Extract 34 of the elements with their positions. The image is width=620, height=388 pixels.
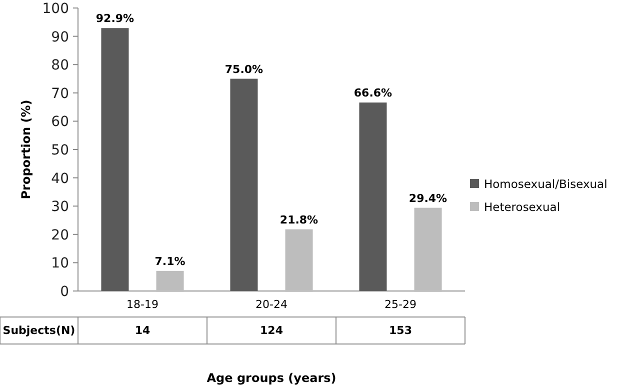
y-tick-label: 0 <box>60 284 69 300</box>
text: Subjects(N) <box>2 324 76 337</box>
bar <box>230 78 258 291</box>
y-tick-label: 80 <box>51 58 69 74</box>
x-tick-label: 25-29 <box>384 298 416 311</box>
x-axis-title: Age groups (years) <box>206 371 336 385</box>
y-axis-title: Proportion (%) <box>19 100 33 200</box>
text: 14 <box>134 324 150 337</box>
legend-label: Homosexual/Bisexual <box>484 177 608 191</box>
y-tick-label: 60 <box>51 114 69 130</box>
y-tick-label: 70 <box>51 86 69 102</box>
data-label: 92.9% <box>96 12 134 26</box>
y-tick-label: 20 <box>51 227 69 244</box>
bar <box>101 28 129 291</box>
bar <box>285 229 313 291</box>
y-tick-label: 10 <box>51 256 69 272</box>
y-tick-label: 50 <box>51 142 69 158</box>
data-label: 75.0% <box>224 62 264 76</box>
y-tick-label: 90 <box>51 29 69 46</box>
data-label: 21.8% <box>280 213 318 226</box>
bar <box>414 208 442 291</box>
y-tick-label: 100 <box>42 1 69 17</box>
x-tick-label: 18-19 <box>126 298 158 311</box>
y-tick-label: 30 <box>51 199 69 216</box>
x-tick-label: 20-24 <box>256 298 288 311</box>
bar <box>156 270 184 291</box>
legend-label: Heterosexual <box>484 200 560 214</box>
text: 124 <box>260 324 284 337</box>
text: 153 <box>389 324 412 337</box>
data-label: 7.1% <box>154 254 186 268</box>
y-tick-label: 40 <box>51 170 69 187</box>
data-label: 29.4% <box>408 192 448 205</box>
data-label: 66.6% <box>354 86 392 100</box>
bar <box>359 102 387 291</box>
